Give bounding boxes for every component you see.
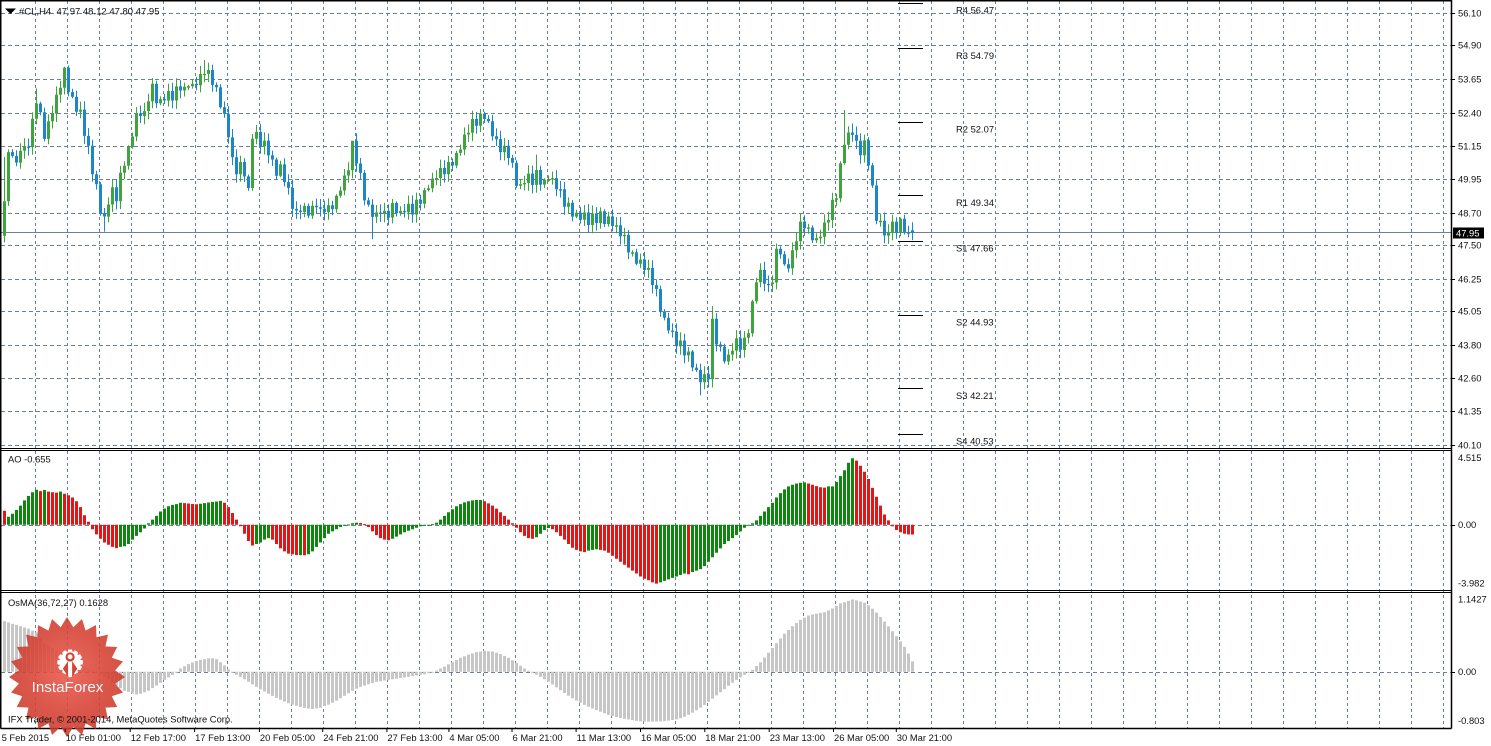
svg-text:S1 47.66: S1 47.66: [956, 243, 994, 254]
svg-text:16 Mar 05:00: 16 Mar 05:00: [641, 732, 696, 743]
svg-text:InstaForex: InstaForex: [32, 679, 104, 696]
svg-text:R2 52.07: R2 52.07: [956, 123, 994, 134]
svg-text:54.90: 54.90: [1458, 40, 1481, 51]
svg-text:46.25: 46.25: [1458, 274, 1481, 285]
svg-text:47.50: 47.50: [1458, 240, 1481, 251]
svg-text:18 Mar 21:00: 18 Mar 21:00: [705, 732, 760, 743]
svg-text:R1 49.34: R1 49.34: [956, 197, 994, 208]
svg-text:26 Mar 05:00: 26 Mar 05:00: [834, 732, 889, 743]
svg-text:41.35: 41.35: [1458, 406, 1481, 417]
svg-text:S4 40.53: S4 40.53: [956, 435, 994, 446]
svg-text:30 Mar 21:00: 30 Mar 21:00: [897, 732, 952, 743]
svg-text:17 Feb 13:00: 17 Feb 13:00: [195, 732, 250, 743]
svg-text:S3 42.21: S3 42.21: [956, 390, 994, 401]
svg-text:20 Feb 05:00: 20 Feb 05:00: [260, 732, 315, 743]
svg-text:5 Feb 2015: 5 Feb 2015: [2, 732, 49, 743]
svg-text:OsMA(36,72,27) 0.1628: OsMA(36,72,27) 0.1628: [8, 597, 108, 608]
svg-text:47.95: 47.95: [1456, 228, 1479, 239]
svg-text:AO -0.655: AO -0.655: [8, 454, 51, 465]
svg-text:56.10: 56.10: [1458, 8, 1481, 19]
svg-text:R3 54.79: R3 54.79: [956, 50, 994, 61]
svg-text:0.00: 0.00: [1458, 519, 1476, 530]
svg-text:24 Feb 21:00: 24 Feb 21:00: [323, 732, 378, 743]
svg-text:1.1427: 1.1427: [1458, 594, 1487, 605]
svg-text:4.515: 4.515: [1458, 452, 1481, 463]
svg-text:-3.982: -3.982: [1458, 578, 1485, 589]
svg-text:11 Mar 13:00: 11 Mar 13:00: [577, 732, 632, 743]
svg-text:12 Feb 17:00: 12 Feb 17:00: [131, 732, 186, 743]
svg-text:-0.803: -0.803: [1458, 715, 1485, 726]
svg-text:6 Mar 21:00: 6 Mar 21:00: [513, 732, 563, 743]
svg-text:R4 56.47: R4 56.47: [956, 5, 994, 16]
svg-text:45.05: 45.05: [1458, 306, 1481, 317]
svg-text:23 Mar 13:00: 23 Mar 13:00: [770, 732, 825, 743]
svg-text:IFX Trader, © 2001-2014, MetaQ: IFX Trader, © 2001-2014, MetaQuotes Soft…: [8, 713, 233, 724]
svg-text:42.60: 42.60: [1458, 373, 1481, 384]
svg-text:4 Mar 05:00: 4 Mar 05:00: [449, 732, 499, 743]
svg-text:0.00: 0.00: [1458, 666, 1476, 677]
svg-text:10 Feb 01:00: 10 Feb 01:00: [66, 732, 121, 743]
svg-text:49.95: 49.95: [1458, 174, 1481, 185]
svg-text:48.70: 48.70: [1458, 208, 1481, 219]
svg-text:52.40: 52.40: [1458, 108, 1481, 119]
svg-text:43.80: 43.80: [1458, 340, 1481, 351]
svg-text:51.15: 51.15: [1458, 141, 1481, 152]
svg-text:S2 44.93: S2 44.93: [956, 316, 994, 327]
svg-text:40.10: 40.10: [1458, 440, 1481, 451]
svg-text:27 Feb 13:00: 27 Feb 13:00: [387, 732, 442, 743]
svg-text:53.65: 53.65: [1458, 74, 1481, 85]
svg-text:#CL,H4 47.97 48.12 47.80 47.9: #CL,H4 47.97 48.12 47.80 47.95: [19, 6, 160, 17]
